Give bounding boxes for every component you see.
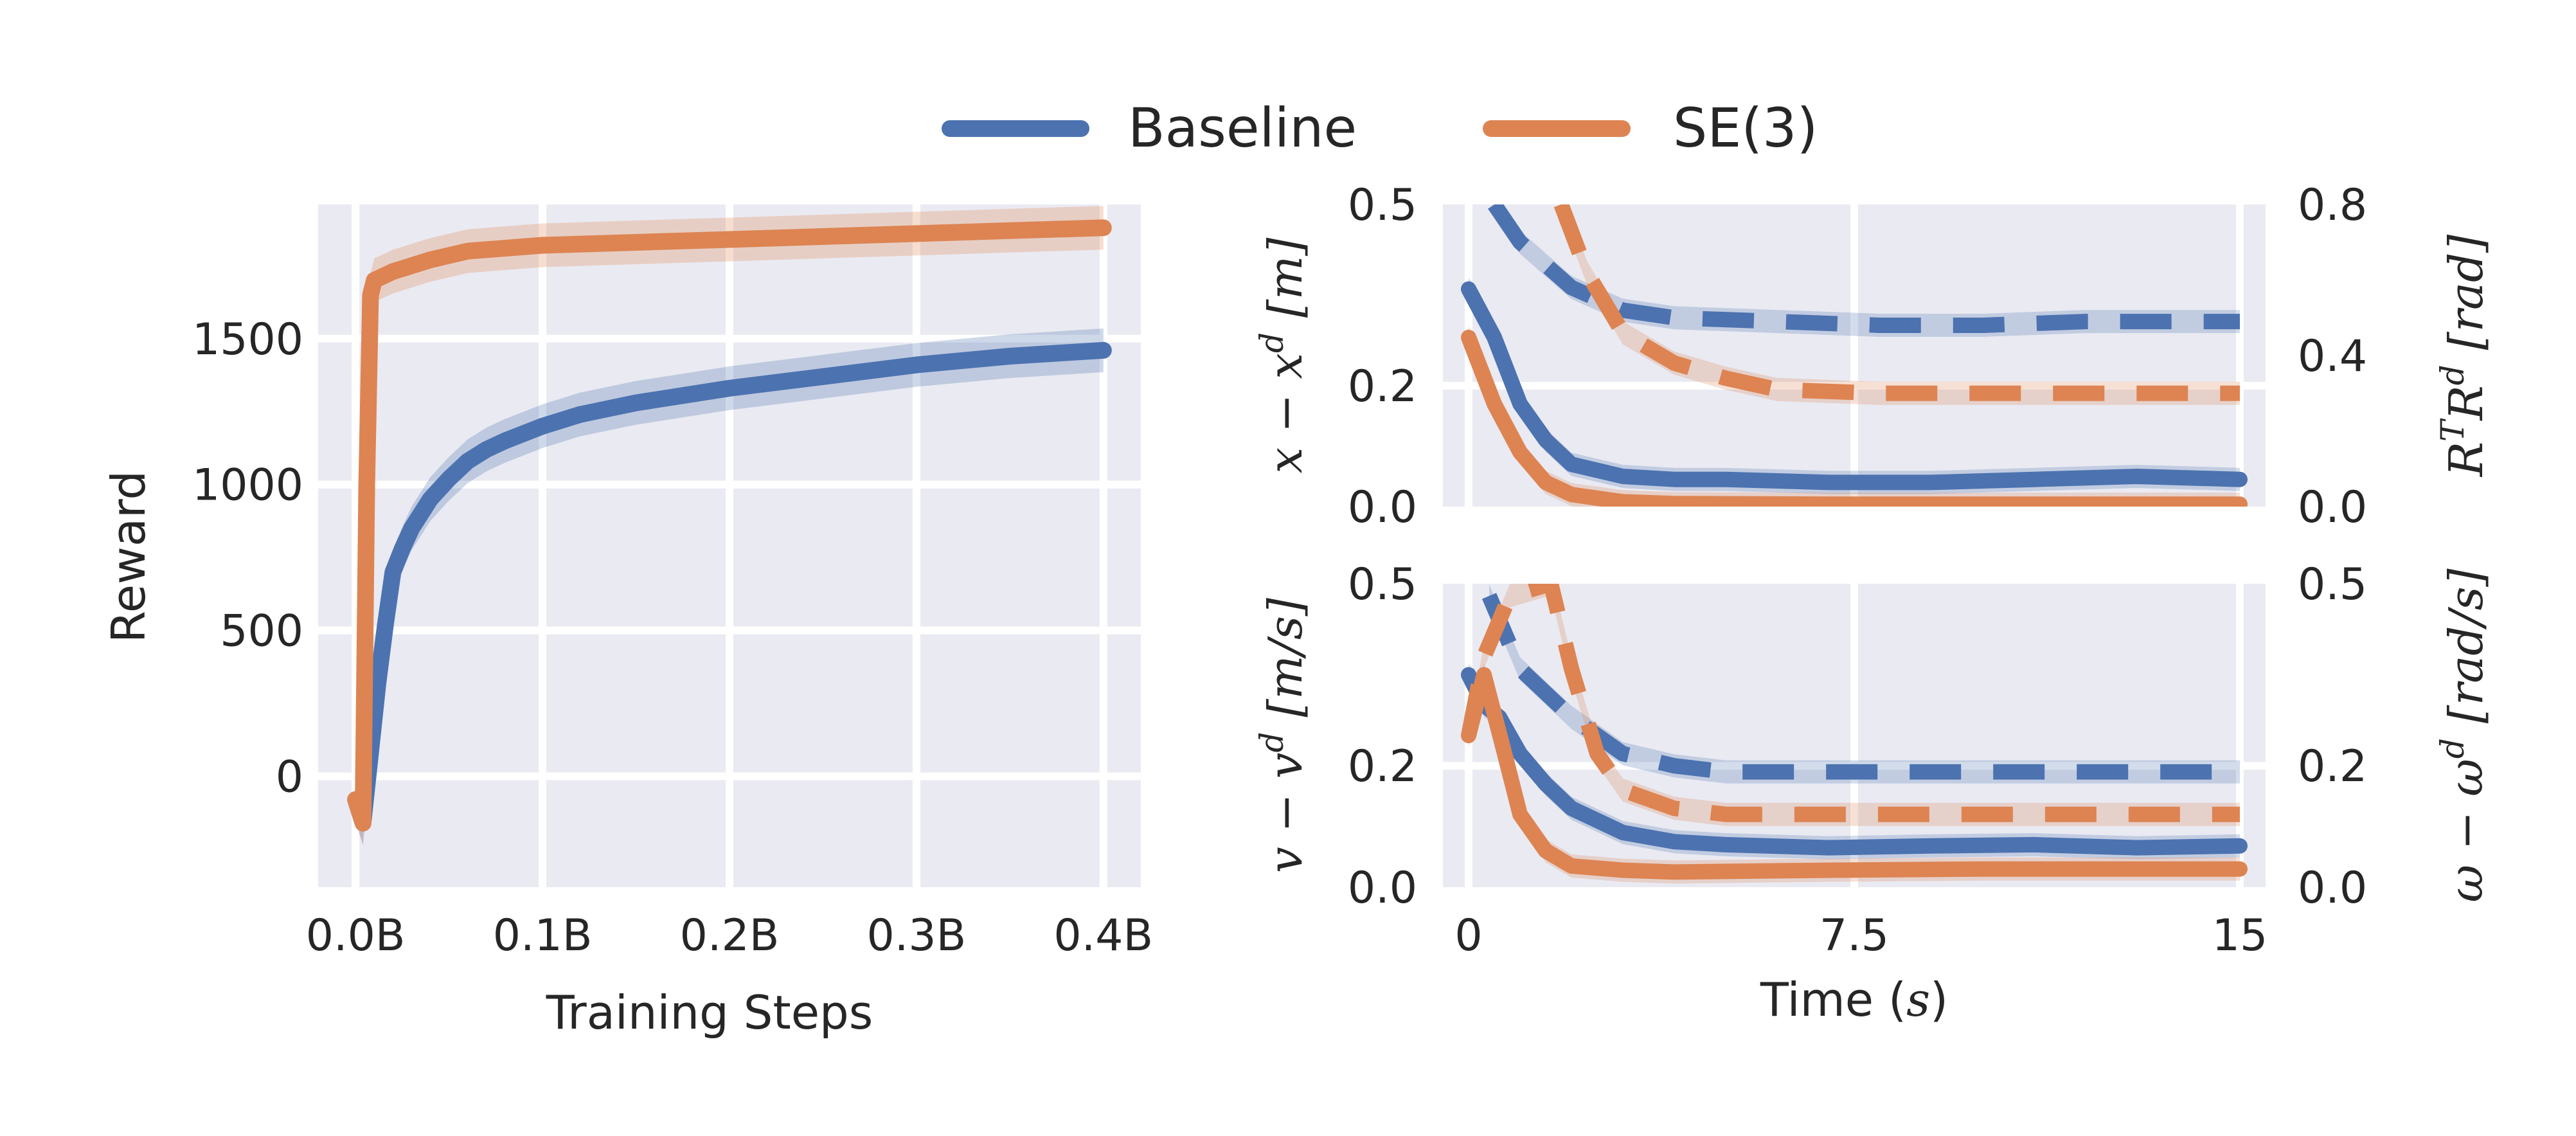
pose-gridlines [1443,204,2266,507]
series-band [1561,204,2240,405]
pose-left-axis-label: x − xd [m] [1253,237,1312,474]
reward-gridlines [318,204,1141,887]
right-y-tick-label: 0.0 [2298,482,2367,533]
reward-series-line [347,219,1112,832]
velocity-left-y-ticks: 0.0 0.2 0.5 [1348,559,1417,914]
right-y-tick-label: 0.5 [2298,559,2367,610]
reward-x-axis-label: Training Steps [546,986,873,1040]
series-group [1461,584,2248,884]
reward-x-tick-label: 0.2B [680,910,780,961]
reward-x-tick-label: 0.1B [493,910,593,961]
left-y-tick-label: 0.2 [1348,741,1417,792]
pose-right-axis-label: RTRd [rad] [2434,234,2493,478]
velocity-series [1461,584,2248,884]
legend-label-baseline: Baseline [1128,96,1357,159]
reward-y-tick-label: 1000 [192,460,303,511]
reward-series-band [355,206,1104,845]
right-y-tick-label: 0.0 [2298,863,2367,914]
velocity-error-chart: 0 7.5 15 0.0 0.2 0.5 0.0 0.2 0.5 Time (s) v − … [1253,559,2493,1027]
series-line [1488,204,2240,333]
series-line [1481,593,2240,780]
left-y-tick-label: 0.2 [1348,361,1417,412]
reward-series-line [347,341,1112,832]
x-tick-label: 15 [2212,910,2268,961]
right-y-tick-label: 0.2 [2298,741,2367,792]
x-tick-label: 7.5 [1820,910,1889,961]
velocity-x-ticks: 0 7.5 15 [1454,910,2267,961]
velocity-right-axis-label: ω − ωd [rad/s] [2434,568,2493,902]
series-line [1461,329,2248,507]
reward-x-tick-label: 0.0B [306,910,406,961]
left-y-tick-label: 0.5 [1348,180,1417,231]
series-line [1461,281,2248,491]
reward-series [347,206,1112,845]
legend: Baseline SE(3) [942,96,1818,159]
legend-label-se3: SE(3) [1673,96,1818,159]
velocity-right-y-ticks: 0.0 0.2 0.5 [2298,559,2367,914]
pose-error-chart: 0.0 0.2 0.5 0.0 0.4 0.8 x − xd [m] RTRd [rad… [1253,180,2493,533]
right-y-tick-label: 0.8 [2298,180,2367,231]
left-y-tick-label: 0.0 [1348,482,1417,533]
x-tick-label: 0 [1454,910,1482,961]
reward-y-tick-label: 0 [276,752,303,803]
pose-series [1461,204,2248,507]
series-band [1489,584,2240,784]
left-y-tick-label: 0.5 [1348,559,1417,610]
reward-y-tick-label: 1500 [192,314,303,365]
reward-x-tick-label: 0.3B [867,910,967,961]
reward-x-ticks: 0.0B 0.1B 0.2B 0.3B 0.4B [306,910,1153,961]
velocity-left-axis-label: v − vd [m/s] [1253,597,1312,873]
velocity-x-axis-label: Time (s) [1760,973,1948,1027]
series-line [1553,204,2240,401]
reward-y-axis-label: Reward [102,471,156,643]
reward-x-tick-label: 0.4B [1053,910,1153,961]
pose-left-y-ticks: 0.0 0.2 0.5 [1348,180,1417,533]
reward-y-ticks: 0 500 1000 1500 [192,314,303,803]
left-y-tick-label: 0.0 [1348,863,1417,914]
reward-y-tick-label: 500 [220,606,303,657]
series-line [1461,667,2248,880]
pose-right-y-ticks: 0.0 0.4 0.8 [2298,180,2367,533]
series-group [1461,204,2248,507]
reward-chart: 0.0B 0.1B 0.2B 0.3B 0.4B 0 500 1000 1500 Traini… [102,204,1153,1040]
right-y-tick-label: 0.4 [2298,331,2367,382]
